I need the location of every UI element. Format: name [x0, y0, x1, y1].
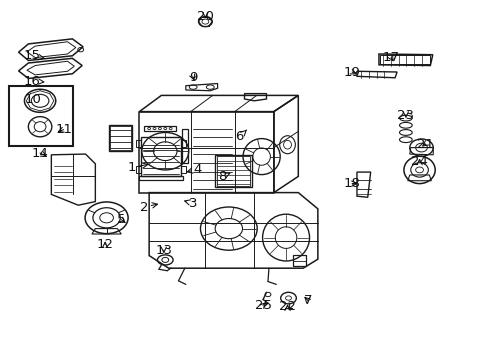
Bar [136, 166, 141, 173]
Bar [293, 255, 305, 266]
Bar [215, 155, 251, 187]
Bar [110, 126, 130, 150]
Text: 15: 15 [23, 49, 44, 62]
Text: 17: 17 [382, 51, 399, 64]
Text: 16: 16 [23, 75, 44, 87]
Bar [380, 55, 429, 64]
Bar [139, 176, 183, 180]
Text: 19: 19 [343, 66, 360, 78]
Bar [9, 86, 73, 146]
Text: 21: 21 [416, 138, 433, 150]
Text: 1: 1 [127, 161, 147, 174]
Text: 14: 14 [32, 147, 48, 159]
Text: 8: 8 [218, 170, 229, 183]
Text: 9: 9 [188, 71, 197, 84]
Text: 24: 24 [410, 155, 427, 168]
Bar [181, 166, 185, 173]
Text: 4: 4 [187, 163, 202, 176]
Text: 13: 13 [155, 244, 172, 257]
Text: 3: 3 [184, 197, 197, 210]
Text: 11: 11 [55, 123, 72, 136]
Text: 7: 7 [303, 294, 312, 307]
Text: 18: 18 [343, 177, 360, 190]
Bar [181, 140, 185, 147]
Text: 22: 22 [279, 300, 295, 313]
Text: 12: 12 [97, 238, 113, 251]
Text: 20: 20 [197, 10, 213, 23]
Bar [136, 140, 141, 147]
Text: 10: 10 [25, 93, 41, 105]
Text: 2: 2 [140, 201, 157, 213]
Text: 25: 25 [254, 299, 271, 312]
Text: 5: 5 [117, 213, 125, 226]
Text: 23: 23 [397, 109, 413, 122]
Bar [216, 156, 250, 186]
Bar [182, 129, 188, 163]
Text: 6: 6 [235, 130, 246, 143]
Bar [108, 125, 132, 151]
